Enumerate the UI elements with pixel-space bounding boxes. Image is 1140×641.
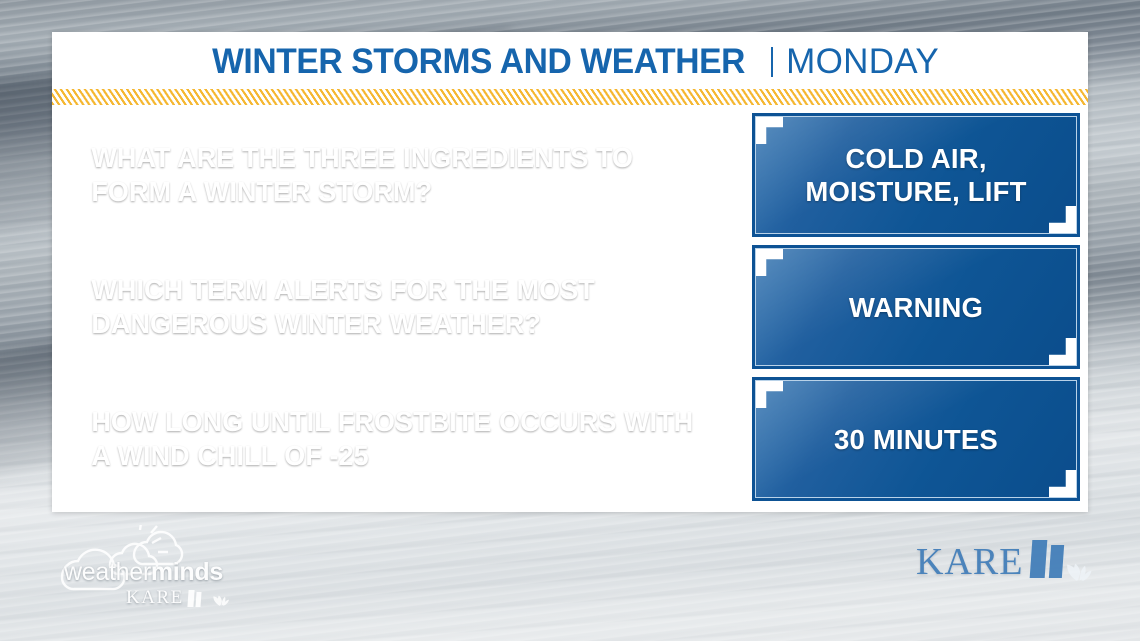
answer-text: 30 MINUTES	[834, 423, 998, 455]
weatherminds-channel-11-icon	[187, 589, 202, 607]
question-text: WHAT ARE THE THREE INGREDIENTS TO FORM A…	[91, 142, 634, 207]
qa-row: WHICH TERM ALERTS FOR THE MOST DANGEROUS…	[60, 245, 1080, 369]
corner-notch-top-left-icon	[756, 117, 783, 144]
kare11-logo: KARE	[916, 540, 1096, 583]
channel-11-icon	[1030, 540, 1065, 580]
answer-frame: WARNING	[755, 248, 1077, 366]
title-separator-icon	[771, 47, 774, 77]
answer-frame: 30 MINUTES	[755, 380, 1077, 498]
question-text: HOW LONG UNTIL FROSTBITE OCCURS WITH A W…	[91, 406, 694, 471]
page-title: WINTER STORMS AND WEATHER	[212, 42, 746, 81]
answer-text: WARNING	[848, 291, 984, 323]
nbc-peacock-icon	[213, 595, 229, 606]
qa-list: WHAT ARE THE THREE INGREDIENTS TO FORM A…	[52, 105, 1088, 510]
weatherminds-word-bold: minds	[150, 558, 223, 586]
question-text: WHICH TERM ALERTS FOR THE MOST DANGEROUS…	[91, 274, 595, 339]
corner-notch-top-left-icon	[756, 249, 783, 276]
nbc-peacock-icon	[1067, 563, 1092, 581]
answer-frame: COLD AIR, MOISTURE, LIFT	[755, 116, 1077, 234]
cloud-sun-icon	[60, 522, 184, 591]
weatherminds-kare-lockup: KARE	[126, 587, 202, 609]
weatherminds-station-text: KARE	[126, 587, 184, 608]
content-card: WINTER STORMS AND WEATHER MONDAY WHAT AR…	[52, 32, 1088, 512]
question-panel[interactable]: WHICH TERM ALERTS FOR THE MOST DANGEROUS…	[60, 245, 744, 369]
kare-station-text: KARE	[916, 540, 1024, 583]
answer-panel[interactable]: COLD AIR, MOISTURE, LIFT	[752, 113, 1080, 237]
header: WINTER STORMS AND WEATHER MONDAY	[52, 32, 1088, 88]
question-panel[interactable]: HOW LONG UNTIL FROSTBITE OCCURS WITH A W…	[60, 377, 744, 501]
qa-row: WHAT ARE THE THREE INGREDIENTS TO FORM A…	[60, 113, 1080, 237]
weatherminds-word-light: weather	[64, 558, 151, 586]
corner-notch-bottom-right-icon	[1049, 206, 1076, 233]
weatherminds-wordmark: weatherminds	[64, 558, 223, 587]
corner-notch-bottom-right-icon	[1049, 338, 1076, 365]
accent-stripe	[52, 88, 1088, 105]
answer-text: COLD AIR, MOISTURE, LIFT	[805, 143, 1027, 207]
answer-panel[interactable]: WARNING	[752, 245, 1080, 369]
question-panel[interactable]: WHAT ARE THE THREE INGREDIENTS TO FORM A…	[60, 113, 744, 237]
answer-panel[interactable]: 30 MINUTES	[752, 377, 1080, 501]
weatherminds-logo: weatherminds KARE	[48, 522, 248, 610]
day-label: MONDAY	[786, 42, 939, 81]
corner-notch-bottom-right-icon	[1049, 470, 1076, 497]
corner-notch-top-left-icon	[756, 381, 783, 408]
qa-row: HOW LONG UNTIL FROSTBITE OCCURS WITH A W…	[60, 377, 1080, 501]
